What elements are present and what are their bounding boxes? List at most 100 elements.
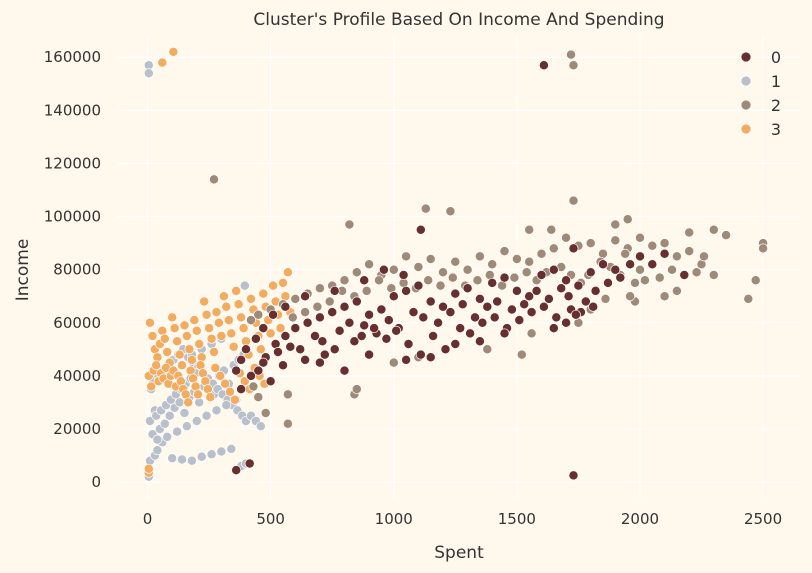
data-point-cluster-0 (273, 347, 283, 357)
data-point-cluster-0 (561, 275, 572, 286)
data-point-cluster-2 (721, 230, 732, 241)
data-point-cluster-3 (143, 463, 154, 474)
data-point-cluster-2 (684, 246, 695, 257)
legend-marker (740, 99, 752, 111)
data-point-cluster-0 (314, 312, 325, 323)
data-point-cluster-0 (364, 349, 375, 360)
data-point-cluster-1 (221, 400, 232, 411)
data-point-cluster-0 (598, 259, 608, 270)
data-point-cluster-0 (401, 354, 412, 365)
data-point-cluster-0 (474, 293, 485, 304)
data-point-cluster-0 (285, 341, 296, 352)
data-point-cluster-2 (600, 293, 611, 304)
data-point-cluster-3 (226, 328, 237, 339)
grid-lines (118, 36, 800, 498)
y-axis-label: Income (13, 239, 33, 302)
data-point-cluster-0 (551, 312, 562, 323)
data-point-cluster-2 (630, 277, 640, 288)
data-point-cluster-2 (654, 272, 665, 283)
data-point-cluster-3 (265, 328, 276, 339)
data-point-cluster-0 (615, 272, 626, 283)
data-point-cluster-0 (679, 270, 690, 280)
data-point-cluster-2 (743, 293, 754, 304)
scatter-points (143, 46, 769, 482)
data-point-cluster-3 (228, 341, 239, 352)
data-point-cluster-0 (455, 323, 466, 334)
data-point-cluster-2 (290, 293, 301, 304)
data-point-cluster-0 (359, 275, 370, 286)
data-point-cluster-0 (415, 349, 426, 360)
data-point-cluster-2 (659, 238, 670, 249)
data-point-cluster-0 (588, 301, 599, 312)
data-point-cluster-0 (319, 349, 330, 360)
data-point-cluster-2 (209, 174, 219, 185)
data-point-cluster-3 (174, 349, 185, 360)
data-point-cluster-1 (239, 280, 250, 291)
data-point-cluster-0 (603, 277, 613, 288)
data-point-cluster-0 (580, 296, 591, 307)
data-point-cluster-3 (184, 344, 195, 355)
data-point-cluster-2 (667, 264, 677, 275)
data-point-cluster-0 (246, 370, 256, 381)
data-point-cluster-0 (568, 243, 579, 254)
data-point-cluster-2 (610, 219, 621, 230)
data-point-cluster-0 (482, 301, 493, 312)
data-point-cluster-2 (699, 251, 709, 262)
data-point-cluster-2 (420, 203, 431, 214)
data-point-cluster-2 (625, 291, 636, 302)
data-point-cluster-0 (415, 224, 426, 235)
data-point-cluster-0 (450, 288, 461, 299)
data-point-cluster-3 (159, 333, 170, 344)
data-point-cluster-0 (376, 304, 387, 315)
data-point-cluster-0 (381, 333, 392, 344)
data-point-cluster-0 (470, 312, 480, 323)
y-tick-label: 60000 (53, 314, 101, 332)
y-tick-label: 80000 (53, 261, 101, 279)
data-point-cluster-2 (300, 307, 311, 318)
data-point-cluster-2 (253, 392, 264, 403)
data-point-cluster-2 (487, 259, 498, 270)
y-tick-label: 120000 (44, 154, 101, 172)
y-tick-label: 20000 (53, 420, 101, 438)
data-point-cluster-0 (573, 280, 584, 291)
data-point-cluster-0 (302, 317, 313, 328)
chart-title: Cluster's Profile Based On Income And Sp… (253, 10, 664, 30)
data-point-cluster-3 (233, 299, 244, 310)
data-point-cluster-3 (157, 57, 168, 68)
data-point-cluster-1 (211, 405, 222, 416)
data-point-cluster-0 (378, 264, 389, 275)
data-point-cluster-0 (310, 331, 320, 341)
data-point-cluster-2 (708, 224, 719, 235)
data-point-cluster-0 (339, 301, 350, 312)
data-point-cluster-3 (146, 381, 157, 392)
data-point-cluster-2 (287, 312, 298, 323)
data-point-cluster-2 (546, 224, 557, 235)
data-point-cluster-0 (300, 354, 311, 365)
data-point-cluster-0 (445, 307, 456, 318)
data-point-cluster-2 (351, 384, 362, 395)
data-point-cluster-3 (213, 317, 224, 328)
data-point-cluster-3 (206, 333, 217, 344)
y-tick-label: 160000 (44, 48, 101, 66)
data-point-cluster-3 (246, 293, 256, 304)
data-point-cluster-3 (255, 344, 266, 355)
x-tick-label: 0 (143, 510, 153, 528)
data-point-cluster-3 (151, 360, 162, 371)
data-point-cluster-2 (622, 214, 633, 225)
data-point-cluster-2 (314, 283, 325, 294)
data-point-cluster-1 (152, 445, 163, 456)
data-point-cluster-1 (181, 421, 192, 432)
data-point-cluster-0 (327, 307, 338, 318)
data-point-cluster-0 (489, 312, 500, 323)
data-point-cluster-1 (167, 453, 178, 464)
data-point-cluster-3 (282, 267, 293, 278)
data-point-cluster-2 (524, 224, 535, 235)
legend-marker (740, 51, 752, 63)
data-point-cluster-0 (314, 357, 325, 368)
data-point-cluster-3 (177, 360, 187, 371)
data-point-cluster-0 (253, 365, 264, 376)
data-point-cluster-3 (236, 312, 247, 323)
data-point-cluster-2 (610, 235, 621, 246)
data-point-cluster-0 (241, 344, 251, 355)
